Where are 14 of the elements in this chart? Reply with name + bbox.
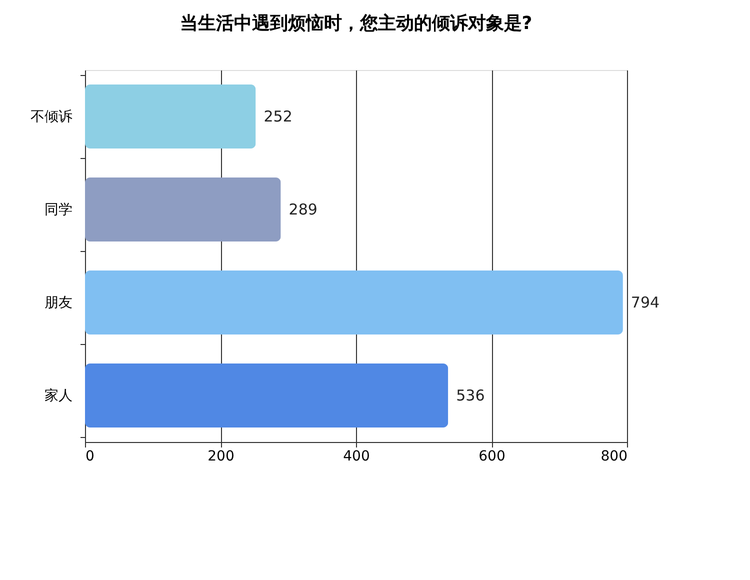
x-tick-label: 600 bbox=[478, 448, 506, 464]
data-label: 252 bbox=[264, 108, 292, 126]
y-tick-label: 同学 bbox=[44, 202, 72, 218]
y-tick-label: 朋友 bbox=[44, 295, 72, 311]
y-tick-label: 家人 bbox=[44, 388, 72, 404]
y-tick-label: 不倾诉 bbox=[30, 109, 72, 125]
x-tick-label: 800 bbox=[600, 448, 628, 464]
x-tick-label: 400 bbox=[343, 448, 370, 464]
x-tick-label: 200 bbox=[208, 448, 234, 464]
data-label: 289 bbox=[288, 200, 318, 218]
chart-title: 当生活中遇到烦恼时，您主动的倾诉对象是? bbox=[180, 13, 532, 34]
data-label: 794 bbox=[630, 294, 660, 312]
data-label: 536 bbox=[456, 386, 485, 404]
x-tick-label: 0 bbox=[86, 448, 94, 464]
